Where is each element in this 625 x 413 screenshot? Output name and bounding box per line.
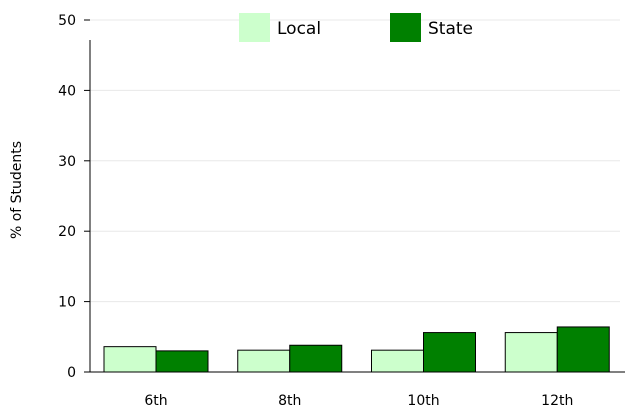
bar-state-6th	[155, 350, 209, 373]
legend-swatch-local	[239, 13, 270, 42]
bar-local-6th	[103, 346, 157, 373]
x-tick-label: 8th	[278, 393, 301, 409]
bar-state-8th	[289, 344, 343, 373]
y-tick-label: 30	[58, 154, 76, 170]
axes	[84, 19, 625, 373]
legend-swatch-state	[390, 13, 421, 42]
x-tick-label: 10th	[407, 393, 439, 409]
x-tick-label: 6th	[144, 393, 167, 409]
y-tick-label: 20	[58, 224, 76, 240]
bar-local-12th	[504, 332, 558, 373]
legend-label-state: State	[428, 19, 473, 39]
bar-local-10th	[371, 349, 424, 373]
x-tick-labels: 6th 8th 10th 12th	[144, 393, 573, 409]
x-tick-label: 12th	[541, 393, 573, 409]
y-tick-label: 40	[58, 83, 76, 99]
bar-local-8th	[237, 349, 291, 373]
y-axis-title: % of Students	[9, 141, 25, 239]
bar-state-10th	[423, 332, 476, 373]
gridlines	[90, 19, 620, 303]
y-tick-labels: 0 10 20 30 40 50	[58, 13, 76, 381]
legend: Local State	[239, 13, 473, 42]
legend-label-local: Local	[277, 19, 321, 39]
y-tick-label: 0	[67, 365, 76, 381]
y-tick-label: 50	[58, 13, 76, 29]
bars	[103, 326, 610, 373]
bar-state-12th	[556, 326, 610, 373]
y-tick-label: 10	[58, 295, 76, 311]
